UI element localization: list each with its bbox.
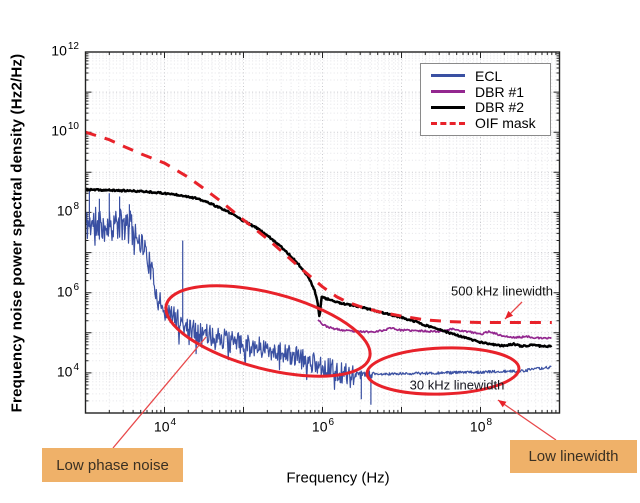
low-phase-noise-callout	[112, 336, 207, 449]
legend-item-label: ECL	[475, 67, 503, 84]
y-tick-label: 104	[56, 362, 79, 380]
legend-item: DBR #1	[431, 84, 542, 100]
low-linewidth-callout-arrowhead	[498, 400, 507, 408]
legend-line-sample	[431, 90, 465, 94]
legend-item-label: DBR #1	[475, 83, 525, 100]
x-tick-label: 106	[311, 417, 335, 435]
y-tick-label: 106	[56, 282, 79, 300]
legend-item: ECL	[431, 68, 542, 84]
series-ecl	[85, 189, 552, 405]
plot-frame	[84, 51, 561, 414]
y-axis-label: Frequency noise power spectral density (…	[8, 53, 26, 413]
x-tick-label: 104	[153, 417, 177, 435]
low-linewidth-ellipse	[365, 346, 521, 396]
series-oif-mask	[85, 130, 552, 324]
low-linewidth-label: Low linewidth	[510, 440, 637, 473]
legend-line-sample	[431, 105, 465, 109]
legend-line-sample	[431, 121, 465, 125]
legend-item-label: OIF mask	[475, 115, 536, 132]
series-dbr-2	[85, 187, 553, 349]
x-axis-label: Frequency (Hz)	[286, 469, 390, 487]
legend-item: DBR #2	[431, 100, 542, 116]
y-tick-label: 1012	[51, 41, 79, 59]
legend-item-label: DBR #2	[475, 99, 525, 116]
ecl-annotation: 30 kHz linewidth	[409, 377, 505, 393]
mask-callout-arrowhead	[505, 310, 514, 319]
minor-grid	[85, 52, 560, 413]
major-grid	[85, 52, 560, 413]
low-linewidth-callout	[497, 399, 557, 441]
mask-annotation: 500 kHz linewidth	[451, 283, 553, 299]
low-phase-noise-ellipse	[164, 284, 372, 378]
y-tick-label: 1010	[51, 121, 79, 139]
x-tick-label: 108	[469, 417, 493, 435]
legend-line-sample	[431, 74, 465, 78]
legend-item: OIF mask	[431, 115, 542, 131]
legend: ECL DBR #1 DBR #2 OIF mask	[420, 63, 551, 136]
low-phase-noise-label: Low phase noise	[42, 448, 183, 482]
y-tick-label: 108	[56, 201, 79, 219]
